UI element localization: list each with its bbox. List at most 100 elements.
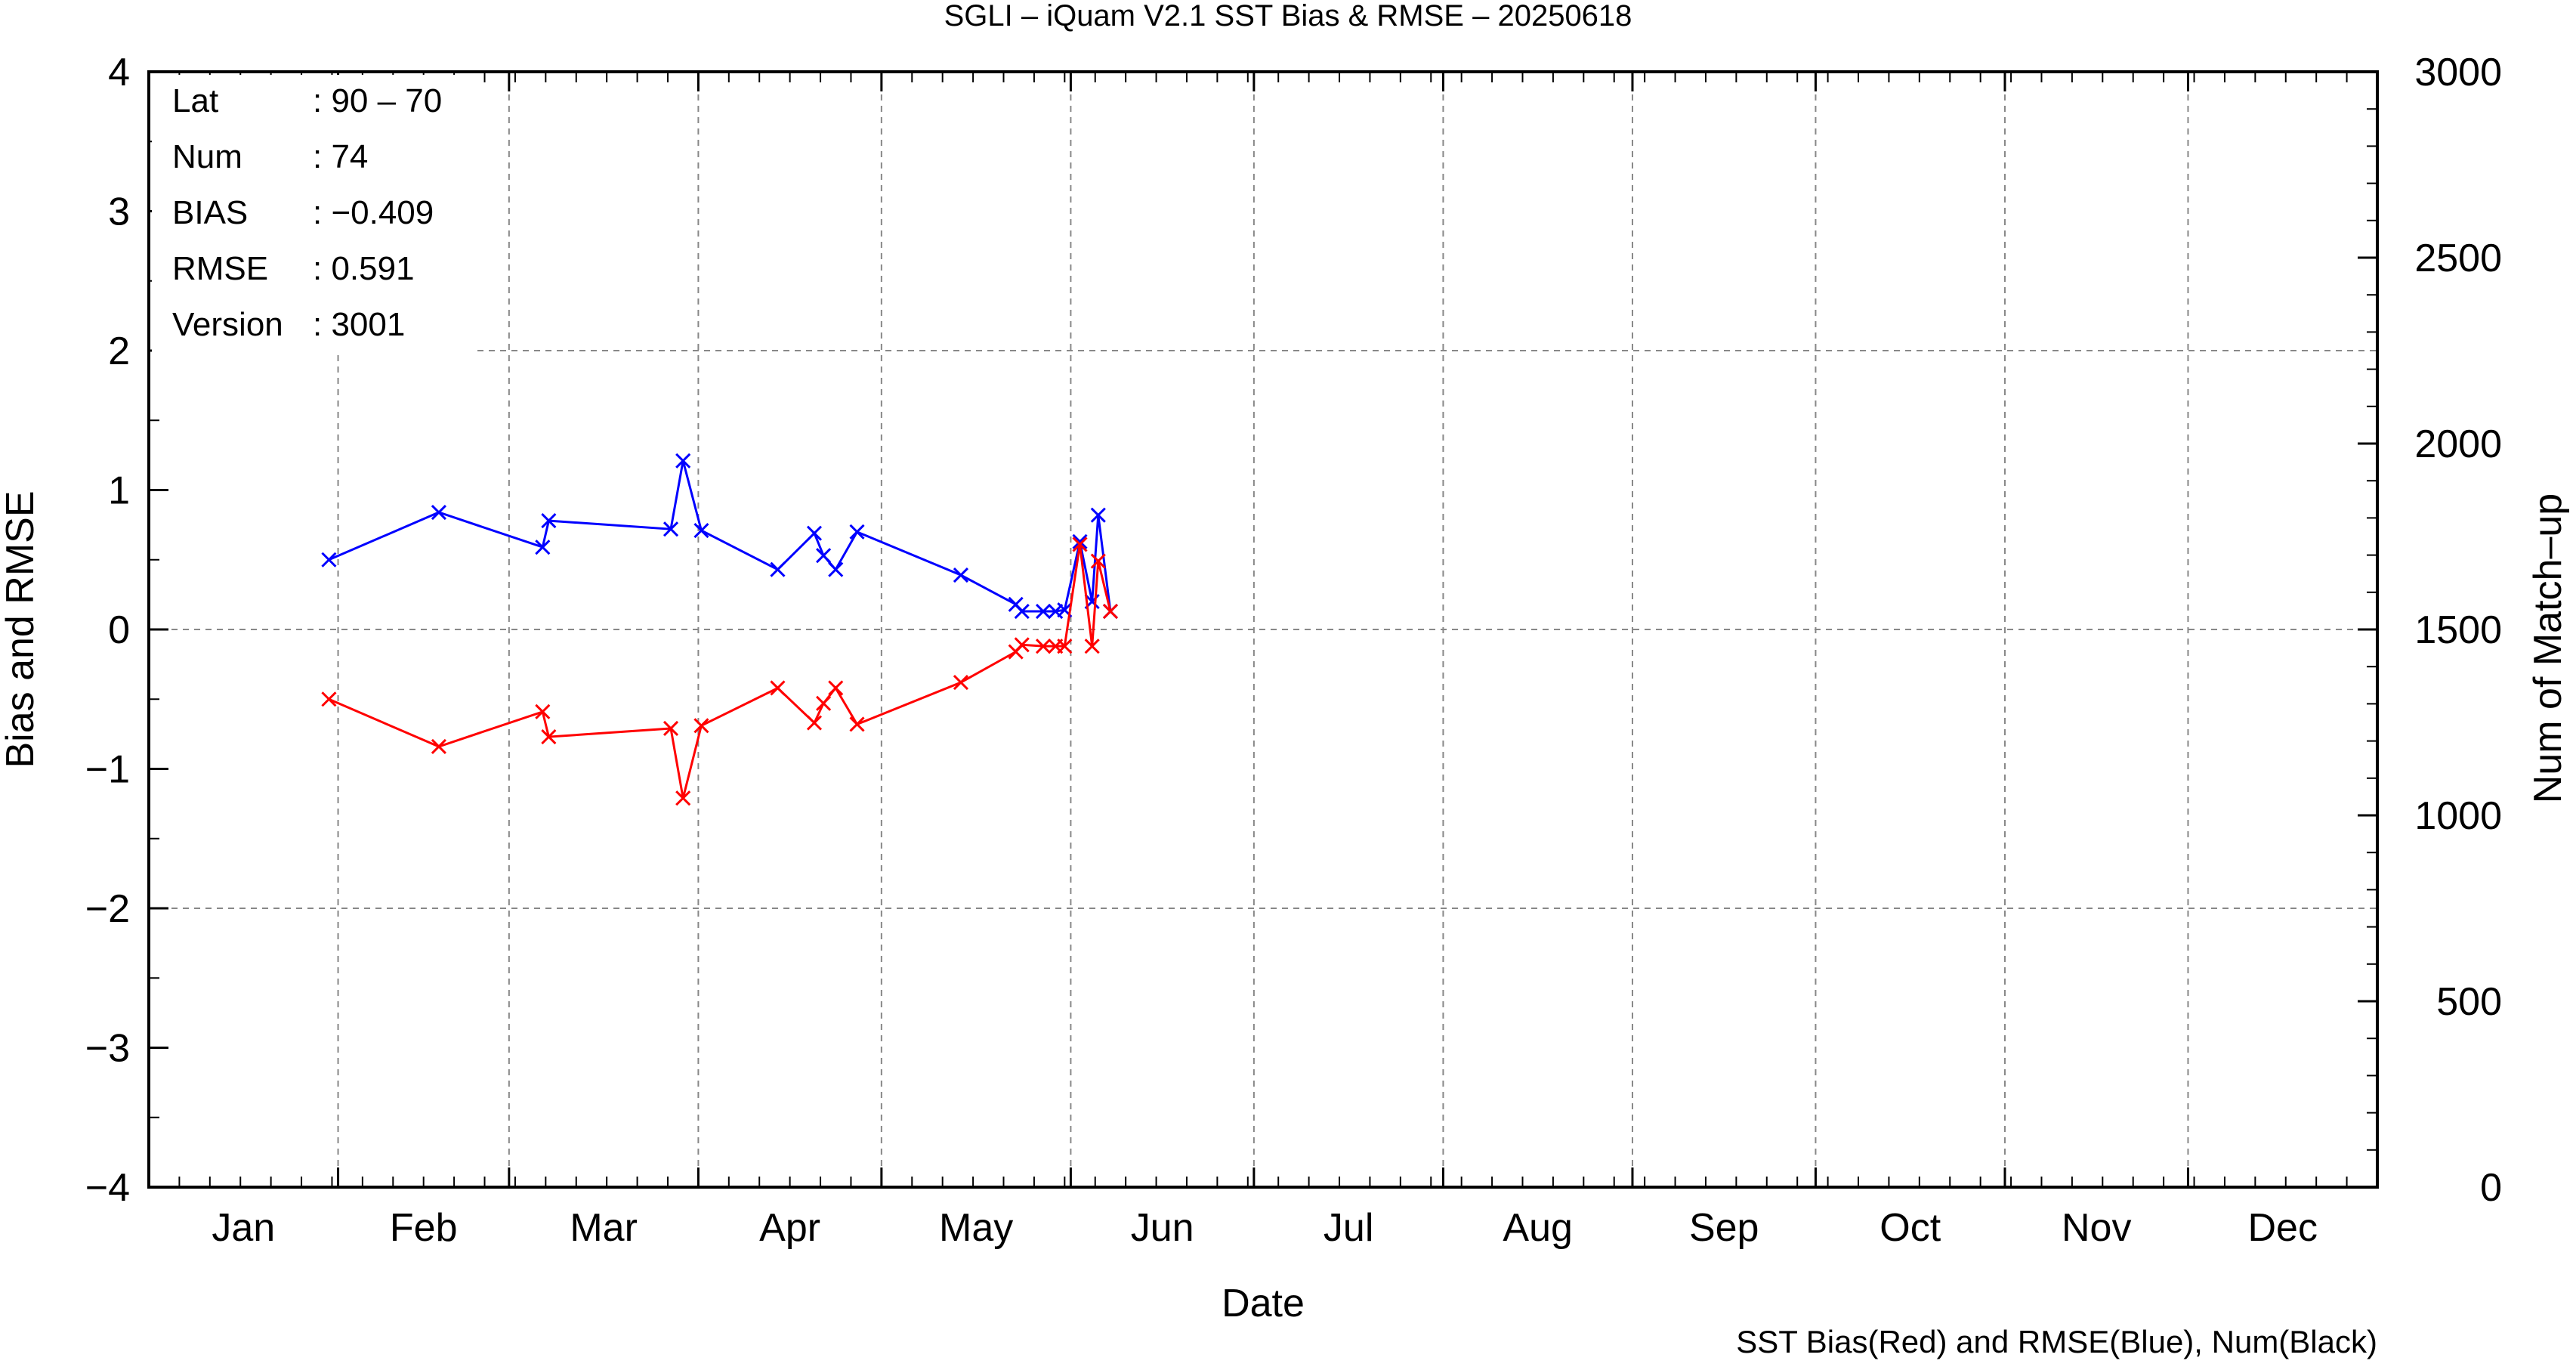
data-point-bias [675, 790, 691, 806]
data-point-rmse [806, 525, 823, 541]
point-marker-stroke [770, 561, 786, 577]
point-marker-stroke [806, 525, 823, 541]
x-tick-label: Jan [212, 1206, 275, 1250]
data-point-rmse [816, 548, 832, 564]
data-point-bias [849, 716, 865, 732]
data-point-bias [541, 729, 557, 745]
point-marker-stroke [663, 720, 679, 737]
x-tick-label: Jun [1131, 1206, 1194, 1250]
data-point-rmse [849, 524, 865, 540]
y-left-tick-label: 2 [108, 329, 130, 373]
data-point-bias [953, 675, 968, 691]
y-right-tick-label: 0 [2480, 1166, 2502, 1210]
data-point-rmse [828, 561, 844, 577]
point-marker-stroke [1102, 603, 1119, 620]
point-marker-stroke [541, 729, 557, 745]
data-point-rmse [431, 504, 446, 521]
series-line-bias [328, 544, 1112, 799]
point-marker-stroke [1057, 639, 1073, 654]
point-marker-stroke [1090, 507, 1106, 523]
info-value: : 0.591 [313, 250, 415, 287]
y-left-tick-label: 1 [108, 469, 130, 513]
y-right-tick-label: 3000 [2414, 51, 2502, 94]
data-point-bias [693, 718, 709, 734]
x-tick-label: Oct [1879, 1206, 1941, 1250]
info-key: Num [172, 138, 242, 175]
data-point-bias [1057, 639, 1073, 654]
point-marker-stroke [816, 695, 832, 711]
data-point-bias [828, 680, 844, 696]
data-point-bias [321, 691, 337, 707]
x-tick-label: May [939, 1206, 1013, 1250]
point-marker-stroke [675, 790, 691, 806]
point-marker-stroke [1072, 533, 1088, 549]
data-point-bias [816, 695, 832, 711]
point-marker-stroke [675, 453, 691, 469]
y-left-tick-label: −2 [85, 887, 130, 931]
data-point-bias [535, 704, 551, 719]
data-point-bias [1090, 553, 1106, 569]
info-value: : −0.409 [313, 194, 434, 231]
y-left-tick-label: −3 [85, 1027, 130, 1071]
series-line-rmse [328, 460, 1112, 613]
info-value: : 74 [313, 138, 368, 175]
point-marker-stroke [541, 513, 557, 529]
y-left-tick-label: 3 [108, 190, 130, 234]
point-marker-stroke [535, 704, 551, 719]
info-key: Version [172, 306, 283, 343]
y-right-tick-label: 2500 [2414, 237, 2502, 280]
y-right-tick-label: 1500 [2414, 608, 2502, 652]
data-point-rmse [693, 522, 709, 539]
point-marker-stroke [1014, 603, 1030, 620]
x-tick-label: Jul [1324, 1206, 1373, 1250]
x-tick-label: Sep [1689, 1206, 1759, 1250]
x-tick-label: Apr [759, 1206, 820, 1250]
data-point-rmse [663, 521, 679, 537]
x-tick-label: Dec [2247, 1206, 2317, 1250]
x-tick-label: Feb [390, 1206, 458, 1250]
gridlines [149, 72, 2377, 1187]
point-marker-stroke [663, 521, 679, 537]
point-marker-stroke [321, 691, 337, 707]
data-point-bias [1084, 639, 1100, 654]
y-right-tick-label: 1000 [2414, 794, 2502, 838]
point-marker-stroke [1084, 639, 1100, 654]
data-point-bias [806, 715, 823, 731]
point-marker-stroke [693, 718, 709, 734]
point-marker-stroke [828, 680, 844, 696]
point-marker-stroke [816, 548, 832, 564]
data-point-rmse [770, 561, 786, 577]
y-left-tick-label: −4 [85, 1166, 130, 1210]
info-panel: Lat: 90 – 70 Num: 74 BIAS: −0.409 RMSE: 0.5… [172, 82, 442, 343]
data-point-bias [1035, 639, 1052, 654]
y-right-tick-label: 500 [2436, 980, 2502, 1024]
point-marker-stroke [1090, 553, 1106, 569]
point-marker-stroke [321, 552, 337, 567]
point-marker-stroke [431, 504, 446, 521]
x-tick-label: Aug [1503, 1206, 1573, 1250]
data-point-rmse [1035, 603, 1052, 620]
point-marker-stroke [1035, 639, 1052, 654]
data-point-bias [1102, 603, 1119, 620]
point-marker-stroke [849, 524, 865, 540]
data-point-rmse [1090, 507, 1106, 523]
info-key: BIAS [172, 194, 248, 231]
point-marker-stroke [770, 680, 786, 696]
y-left-tick-label: −1 [85, 748, 130, 792]
point-marker-stroke [693, 522, 709, 539]
data-point-bias [1014, 637, 1030, 653]
y-left-tick-label: 4 [108, 51, 130, 94]
data-point-bias [431, 738, 446, 755]
y-right-tick-label: 2000 [2414, 422, 2502, 466]
x-axis-label: Date [1222, 1282, 1305, 1325]
series-layer [321, 453, 1119, 806]
point-marker-stroke [1072, 537, 1088, 552]
data-point-rmse [1072, 533, 1088, 549]
point-marker-stroke [828, 561, 844, 577]
info-value: : 90 – 70 [313, 82, 442, 119]
chart-footer-note: SST Bias(Red) and RMSE(Blue), Num(Black) [1736, 1324, 2377, 1359]
point-marker-stroke [431, 738, 446, 755]
info-key: RMSE [172, 250, 268, 287]
data-point-bias [770, 680, 786, 696]
